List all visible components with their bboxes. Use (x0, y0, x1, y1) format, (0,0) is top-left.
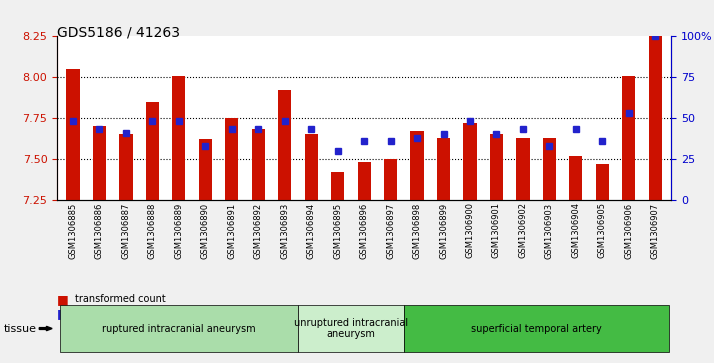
Bar (93, 126, 106, 200)
Bar (225, 118, 238, 200)
Bar (569, 156, 583, 200)
Bar (490, 134, 503, 200)
Bar (622, 76, 635, 200)
Bar (411, 131, 423, 200)
Bar (251, 130, 265, 200)
Bar (437, 138, 450, 200)
Bar (198, 139, 212, 200)
Bar (66, 69, 80, 200)
Text: percentile rank within the sample: percentile rank within the sample (75, 309, 240, 319)
Bar (384, 159, 397, 200)
Bar (648, 36, 662, 200)
Bar (543, 138, 556, 200)
Bar (278, 90, 291, 200)
Text: tissue: tissue (4, 323, 36, 334)
Bar (305, 134, 318, 200)
Text: unruptured intracranial
aneurysm: unruptured intracranial aneurysm (294, 318, 408, 339)
Bar (331, 172, 344, 200)
Bar (595, 164, 609, 200)
Text: GDS5186 / 41263: GDS5186 / 41263 (57, 25, 180, 40)
Text: ■: ■ (57, 307, 69, 321)
Text: ■: ■ (57, 293, 69, 306)
Bar (516, 138, 530, 200)
Text: ruptured intracranial aneurysm: ruptured intracranial aneurysm (102, 323, 256, 334)
Bar (463, 123, 477, 200)
Bar (119, 134, 133, 200)
Bar (358, 162, 371, 200)
Bar (172, 76, 186, 200)
Text: transformed count: transformed count (75, 294, 166, 305)
Bar (146, 102, 159, 200)
Text: superficial temporal artery: superficial temporal artery (471, 323, 602, 334)
